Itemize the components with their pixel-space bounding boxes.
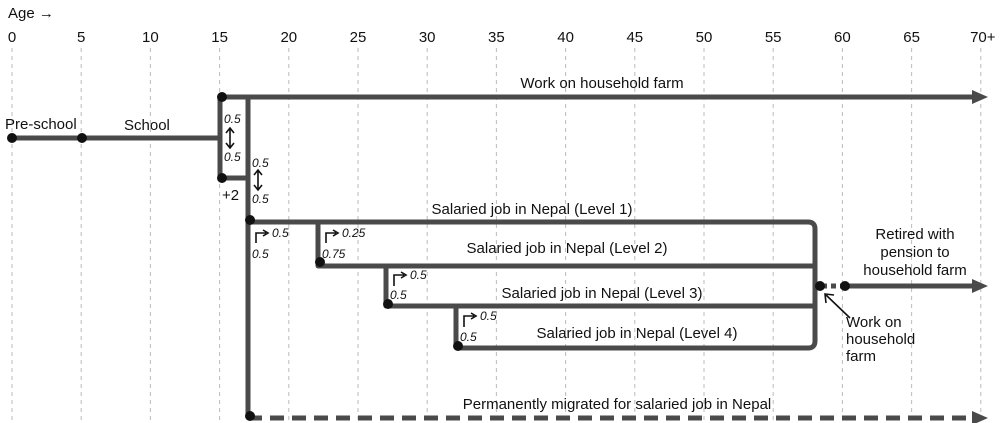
- branch-arrow: [393, 271, 408, 286]
- probability: 0.5: [410, 268, 427, 282]
- arrowhead: [972, 90, 988, 104]
- stage-label: +2: [222, 187, 239, 204]
- probability: 0.5: [252, 247, 269, 261]
- branch-arrow: [325, 229, 340, 243]
- tick-label: 40: [557, 29, 574, 46]
- tick-label: 35: [488, 29, 505, 46]
- node: [217, 173, 227, 183]
- tick-label: 70+: [970, 29, 996, 46]
- retired-label: pension to: [880, 244, 949, 261]
- grid: [11, 48, 982, 423]
- node: [383, 299, 393, 309]
- node: [453, 341, 463, 351]
- probability: 0.5: [480, 309, 497, 323]
- node: [245, 411, 255, 421]
- branch-arrow: [255, 229, 270, 243]
- tick-label: 60: [834, 29, 851, 46]
- node: [7, 133, 17, 143]
- probability: 0.5: [272, 226, 289, 240]
- pointer-arrow: [824, 293, 851, 319]
- tick-label: 25: [350, 29, 367, 46]
- track-label: Permanently migrated for salaried job in…: [463, 396, 772, 413]
- retired-label: Retired with: [875, 226, 954, 243]
- arrowhead: [972, 411, 988, 423]
- stage-label: Pre-school: [5, 116, 77, 133]
- tick-label: 20: [280, 29, 297, 46]
- probability: 0.5: [224, 150, 241, 164]
- probability: 0.5: [224, 112, 241, 126]
- tick-label: 55: [765, 29, 782, 46]
- farm-label: Work on: [846, 314, 902, 331]
- tick-label: 65: [903, 29, 920, 46]
- base-tracks: [12, 94, 975, 418]
- tick-label: 10: [142, 29, 159, 46]
- branch-arrow: [463, 312, 478, 327]
- split-arrow: [253, 168, 263, 192]
- probability: 0.75: [322, 247, 346, 261]
- track-label: Salaried job in Nepal (Level 2): [467, 240, 668, 257]
- tick-label: 5: [77, 29, 85, 46]
- tick-label: 0: [8, 29, 16, 46]
- farm-label: household: [846, 331, 915, 348]
- probability: 0.5: [252, 192, 269, 206]
- node: [217, 92, 227, 102]
- tick-label: 45: [626, 29, 643, 46]
- tick-label: 30: [419, 29, 436, 46]
- farm-label: farm: [846, 348, 876, 365]
- retired-label: household farm: [863, 262, 966, 279]
- probability: 0.5: [460, 330, 477, 344]
- track-label: Salaried job in Nepal (Level 4): [537, 325, 738, 342]
- track-label: Salaried job in Nepal (Level 1): [432, 201, 633, 218]
- track-label: Salaried job in Nepal (Level 3): [502, 285, 703, 302]
- track-label: Work on household farm: [520, 75, 683, 92]
- tick-label: 15: [211, 29, 228, 46]
- nodes: [7, 92, 850, 421]
- node: [815, 281, 825, 291]
- node: [77, 133, 87, 143]
- split-arrow: [225, 126, 235, 150]
- probability: 0.5: [252, 156, 269, 170]
- arrowhead: [972, 279, 988, 293]
- node: [840, 281, 850, 291]
- tick-label: 50: [696, 29, 713, 46]
- node: [245, 215, 255, 225]
- stage-label: School: [124, 117, 170, 134]
- axis-ticks: 0 5 10 15 20 25 30 35 40 45 50 55 60 65 70+: [8, 29, 996, 46]
- probability: 0.25: [342, 226, 366, 240]
- probability: 0.5: [390, 288, 407, 302]
- axis-label: Age →: [8, 5, 54, 22]
- node: [315, 257, 325, 267]
